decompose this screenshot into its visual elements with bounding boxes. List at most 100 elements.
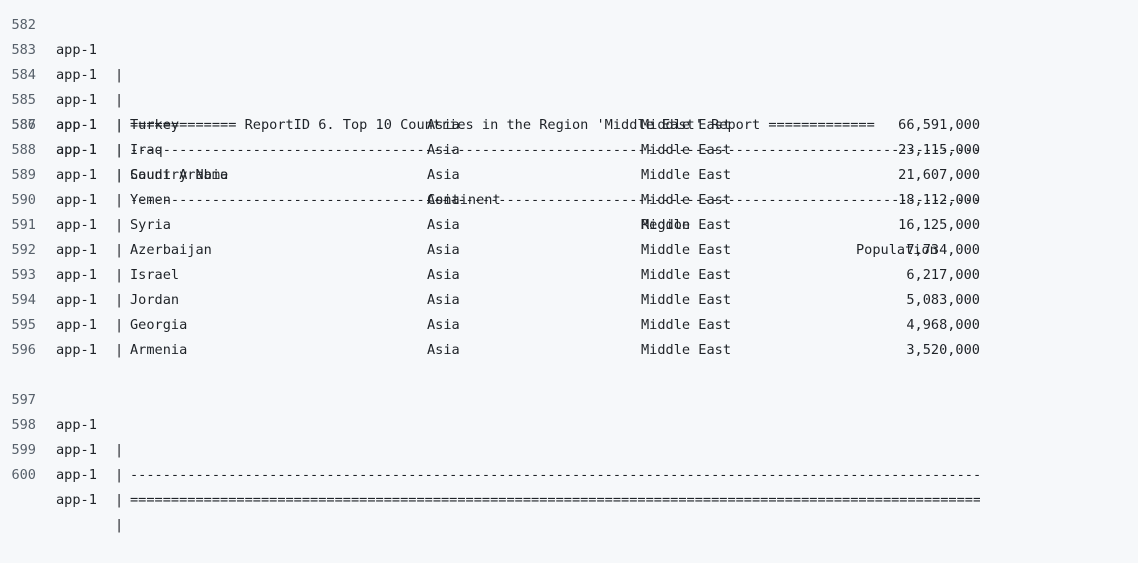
cell-country-name: Georgia [130,317,188,333]
line-number[interactable]: 589 [11,167,36,183]
cell-region: Middle East [641,342,732,358]
line-number[interactable]: 598 [11,417,36,433]
cell-population: 7,734,000 [906,242,980,258]
header-population: Population [856,242,938,258]
cell-region: Middle East [641,217,732,233]
container-name: app-1 [56,117,97,133]
line-number[interactable]: 593 [11,267,36,283]
footer-rule: ========================================… [130,492,980,508]
table-row: 595 app-1 | Georgia Asia Middle East 4,968,000 [0,313,1138,338]
container-name: app-1 [56,142,97,158]
cell-country-name: Jordan [130,292,180,308]
table-row: 589 app-1 | Saudi Arabia Asia Middle East 21,6… [0,163,1138,188]
cell-population: 6,217,000 [906,267,980,283]
container-name: app-1 [56,142,97,158]
line-number[interactable]: 597 [11,392,36,408]
container-name: app-1 [56,67,97,83]
table-row: 594 app-1 | Jordan Asia Middle East 5,083,000 [0,288,1138,313]
separator: | [115,117,124,133]
cell-country-name: Armenia [130,342,188,358]
log-line: 599 app-1 | [0,413,1138,508]
log-line: 583 app-1 | ============= ReportID 6. To… [0,13,1138,133]
separator: | [115,217,124,233]
container-name: app-1 [56,467,97,483]
cell-continent: Asia [427,292,460,308]
separator: | [115,192,124,208]
line-number[interactable]: 588 [11,142,36,158]
header-continent: Continent [427,192,501,208]
container-name: app-1 [56,92,97,108]
table-row: 587 app-1 | Turkey Asia Middle East 66,591,000 [0,113,1138,138]
divider-line: ----------------------------------------… [130,192,980,208]
cell-continent: Asia [427,167,460,183]
cell-region: Middle East [641,142,732,158]
header-region: Region [641,217,691,233]
table-row: 593 app-1 | Israel Asia Middle East 6,217,000 [0,263,1138,288]
separator: | [115,317,124,333]
divider-line: ----------------------------------------… [130,142,980,158]
log-line: 584 app-1 | ----------------------------… [0,38,1138,158]
container-name: app-1 [56,292,97,308]
table-row: 592 app-1 | Azerbaijan Asia Middle East 7,734,… [0,238,1138,263]
line-number[interactable]: 592 [11,242,36,258]
line-number[interactable]: 591 [11,217,36,233]
header-country-name: Country Name [130,167,229,183]
cell-region: Middle East [641,242,732,258]
container-name: app-1 [56,267,97,283]
cell-continent: Asia [427,242,460,258]
log-line: 585 app-1 | Country Name Continent Regio… [0,63,1138,258]
table-row: 591 app-1 | Syria Asia Middle East 16,125,000 [0,213,1138,238]
cell-population: 18,112,000 [898,192,980,208]
cell-continent: Asia [427,317,460,333]
cell-population: 23,115,000 [898,142,980,158]
container-name: app-1 [56,492,97,508]
container-name: app-1 [56,342,97,358]
cell-continent: Asia [427,217,460,233]
separator: | [115,467,124,483]
separator: | [115,167,124,183]
container-name: app-1 [56,217,97,233]
cell-continent: Asia [427,117,460,133]
cell-region: Middle East [641,167,732,183]
cell-region: Middle East [641,292,732,308]
line-number[interactable]: 585 [11,92,36,108]
separator: | [115,142,124,158]
log-output: 582 app-1 | 583 app-1 | ============= Re… [0,0,1138,533]
line-number[interactable]: 600 [11,467,36,483]
cell-continent: Asia [427,267,460,283]
separator: | [115,92,124,108]
separator: | [115,267,124,283]
cell-region: Middle East [641,117,732,133]
cell-continent: Asia [427,142,460,158]
line-number[interactable]: 584 [11,67,36,83]
log-line: 582 app-1 | [0,0,1138,83]
cell-country-name: Syria [130,217,171,233]
log-line: 598 app-1 | ============================… [0,388,1138,508]
line-number[interactable]: 587 [11,117,36,133]
separator: | [115,242,124,258]
separator: | [115,292,124,308]
line-number[interactable]: 596 [11,342,36,358]
line-number[interactable]: 594 [11,292,36,308]
line-number[interactable]: 595 [11,317,36,333]
container-name: app-1 [56,167,97,183]
cell-continent: Asia [427,192,460,208]
cell-region: Middle East [641,192,732,208]
table-row: 588 app-1 | Iraq Asia Middle East 23,115,000 [0,138,1138,163]
line-number[interactable]: 586 [11,117,36,133]
cell-population: 21,607,000 [898,167,980,183]
cell-population: 16,125,000 [898,217,980,233]
line-number[interactable]: 582 [11,17,36,33]
table-row: 596 app-1 | Armenia Asia Middle East 3,520,000 [0,338,1138,363]
line-number[interactable]: 590 [11,192,36,208]
cell-country-name: Israel [130,267,180,283]
cell-population: 4,968,000 [906,317,980,333]
container-name: app-1 [56,317,97,333]
log-line: 600 app-1 | [0,438,1138,533]
cell-country-name: Azerbaijan [130,242,212,258]
cell-country-name: Turkey [130,117,180,133]
separator: | [115,167,124,183]
cell-continent: Asia [427,342,460,358]
cell-country-name: Yemen [130,192,171,208]
line-number[interactable]: 583 [11,42,36,58]
